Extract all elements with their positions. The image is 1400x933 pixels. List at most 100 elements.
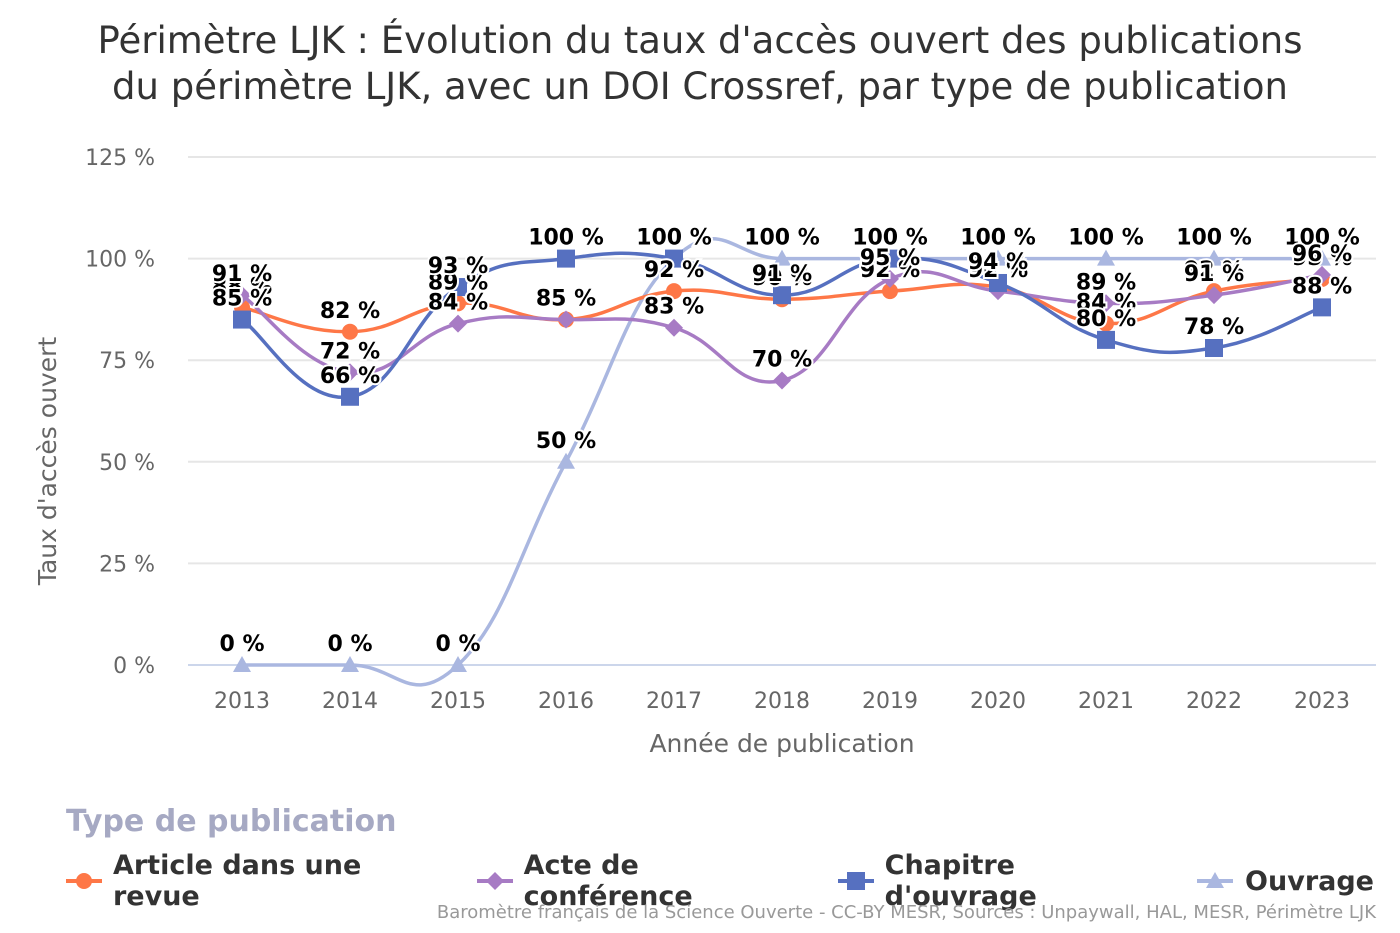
data-label: 100 % (852, 226, 928, 251)
legend-marker (846, 872, 865, 890)
data-label: 92 % (1184, 258, 1244, 283)
data-label: 94 % (968, 250, 1028, 275)
legend-marker (1206, 872, 1225, 888)
data-point (449, 656, 467, 672)
data-point (449, 314, 467, 333)
credits: Baromètre français de la Science Ouverte… (436, 902, 1376, 923)
x-axis-label: Année de publication (649, 729, 914, 758)
legend-label: Acte de conférence (523, 850, 693, 912)
data-point (342, 323, 358, 340)
data-label: 92 % (968, 258, 1028, 283)
data-point (557, 452, 575, 469)
data-label: 85 % (536, 287, 596, 312)
data-point (1313, 249, 1331, 266)
data-point (989, 249, 1007, 266)
data-label: 100 % (1284, 226, 1360, 251)
legend-circle-icon (66, 873, 102, 889)
data-point (773, 371, 791, 390)
x-tick-label: 2013 (214, 689, 270, 714)
data-label: 88 % (1292, 274, 1352, 299)
legend-marker (76, 873, 92, 889)
data-label: 82 % (320, 299, 380, 324)
data-label: 88 % (212, 274, 272, 299)
y-tick-label: 50 % (99, 451, 155, 476)
data-label: 89 % (428, 270, 488, 295)
y-tick-label: 25 % (99, 552, 155, 577)
data-label: 91 % (212, 262, 272, 287)
legend-triangle-icon (1197, 872, 1234, 888)
y-tick-label: 0 % (113, 654, 155, 679)
data-point (1097, 330, 1115, 349)
x-tick-label: 2017 (646, 689, 702, 714)
data-point (989, 273, 1007, 292)
legend-item[interactable]: Article dans une revue (64, 850, 449, 912)
data-label: 91 % (1184, 262, 1244, 287)
legend-item[interactable]: Chapitre d'ouvrage (836, 850, 1169, 912)
data-label: 95 % (860, 246, 920, 271)
data-point (1205, 249, 1223, 266)
data-point (233, 286, 251, 305)
data-point (773, 286, 791, 305)
data-label: 100 % (636, 226, 712, 251)
legend-square-icon (837, 872, 874, 890)
data-label: 66 % (320, 364, 380, 389)
data-label: 89 % (1076, 270, 1136, 295)
x-tick-label: 2019 (862, 689, 918, 714)
data-point (882, 283, 898, 300)
data-label: 0 % (219, 632, 264, 657)
legend-diamond-icon (476, 872, 513, 890)
chart-title-line1: Périmètre LJK : Évolution du taux d'accè… (97, 19, 1303, 62)
data-point (233, 310, 251, 329)
legend-title: Type de publication (66, 804, 397, 839)
data-point (341, 656, 359, 672)
data-label: 80 % (1076, 307, 1136, 332)
legend-label: Ouvrage (1245, 865, 1374, 897)
series-line-2 (240, 251, 1323, 399)
data-point (1098, 315, 1114, 332)
data-point (665, 249, 683, 268)
data-label: 84 % (1076, 291, 1136, 316)
data-label: 85 % (212, 287, 272, 312)
data-label: 93 % (968, 254, 1028, 279)
data-point (341, 387, 359, 406)
data-label: 50 % (536, 429, 596, 454)
x-tick-label: 2021 (1078, 689, 1134, 714)
data-point (341, 363, 359, 382)
data-point (1205, 339, 1223, 358)
y-tick-label: 75 % (99, 349, 155, 374)
data-label: 78 % (1184, 315, 1244, 340)
y-tick-label: 100 % (85, 248, 155, 273)
data-label: 0 % (327, 632, 372, 657)
data-label: 93 % (428, 254, 488, 279)
x-tick-label: 2018 (754, 689, 810, 714)
data-label: 100 % (744, 226, 820, 251)
legend: Article dans une revue Acte de conférence… (64, 850, 1400, 912)
data-point (450, 295, 466, 312)
chart-title: Périmètre LJK : Évolution du taux d'accè… (0, 18, 1400, 110)
data-label: 92 % (644, 258, 704, 283)
data-label: 91 % (752, 262, 812, 287)
data-point (557, 249, 575, 268)
x-tick-label: 2014 (322, 689, 378, 714)
legend-item[interactable]: Acte de conférence (475, 850, 810, 912)
data-label: 90 % (752, 266, 812, 291)
legend-label: Chapitre d'ouvrage (884, 850, 1037, 912)
data-label: 100 % (960, 226, 1036, 251)
data-label: 70 % (752, 348, 812, 373)
x-tick-label: 2016 (538, 689, 594, 714)
data-point (1313, 298, 1331, 317)
data-label: 85 % (536, 287, 596, 312)
y-axis-label: Taux d'accès ouvert (33, 337, 62, 587)
x-tick-label: 2020 (970, 689, 1026, 714)
data-point (1205, 286, 1223, 305)
data-point (881, 269, 899, 288)
legend-item[interactable]: Ouvrage (1195, 866, 1374, 897)
data-point (449, 278, 467, 297)
data-point (773, 249, 791, 266)
x-tick-label: 2023 (1294, 689, 1350, 714)
data-point (881, 249, 899, 268)
data-label: 100 % (1176, 226, 1252, 251)
data-point (1313, 265, 1331, 284)
data-point (557, 310, 575, 329)
data-label: 100 % (852, 226, 928, 251)
